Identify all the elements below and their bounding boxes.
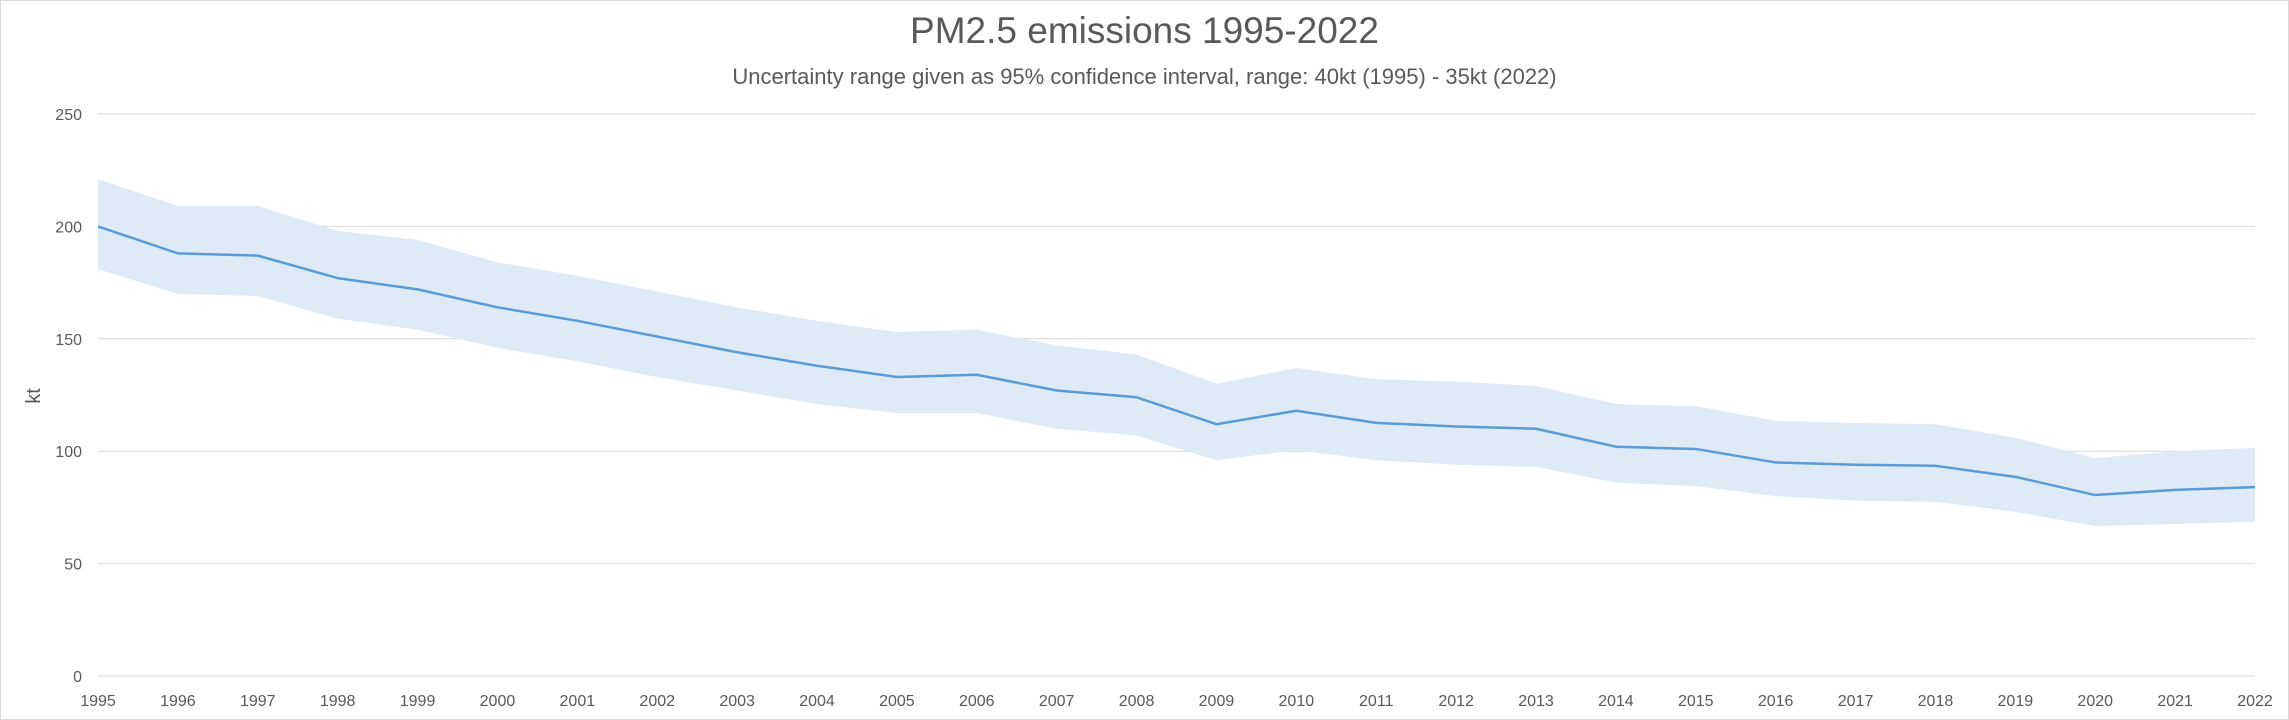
y-axis-label: kt — [23, 388, 45, 404]
x-tick-label-1997: 1997 — [240, 693, 276, 710]
y-tick-label-250: 250 — [55, 107, 82, 124]
x-tick-label-2021: 2021 — [2157, 693, 2193, 710]
x-tick-label-1999: 1999 — [400, 693, 436, 710]
x-tick-label-2005: 2005 — [879, 693, 915, 710]
x-tick-label-2001: 2001 — [560, 693, 596, 710]
y-tick-label-150: 150 — [55, 332, 82, 349]
chart-title: PM2.5 emissions 1995-2022 — [910, 10, 1379, 51]
x-tick-label-2003: 2003 — [719, 693, 755, 710]
x-tick-label-2013: 2013 — [1518, 693, 1554, 710]
x-tick-label-2000: 2000 — [480, 693, 516, 710]
chart-subtitle: Uncertainty range given as 95% confidenc… — [732, 64, 1557, 89]
x-tick-label-2008: 2008 — [1119, 693, 1155, 710]
x-tick-label-1998: 1998 — [320, 693, 356, 710]
x-tick-label-1995: 1995 — [80, 693, 116, 710]
series-lines — [97, 225, 2256, 497]
x-tick-label-2004: 2004 — [799, 693, 835, 710]
y-axis-ticks: 0 50 100 150 200 250 — [55, 107, 82, 686]
x-tick-label-2022: 2022 — [2237, 693, 2273, 710]
confidence-band — [98, 179, 2255, 527]
x-axis-ticks: 1995 1996 1997 1998 1999 2000 2001 2002 2003 2004… — [80, 693, 2273, 710]
x-tick-label-2006: 2006 — [959, 693, 995, 710]
confidence-band-area — [98, 179, 2255, 527]
y-tick-label-200: 200 — [55, 219, 82, 236]
x-tick-label-2014: 2014 — [1598, 693, 1634, 710]
x-tick-label-2020: 2020 — [2077, 693, 2113, 710]
x-tick-label-2015: 2015 — [1678, 693, 1714, 710]
x-tick-label-2018: 2018 — [1918, 693, 1954, 710]
x-tick-label-2017: 2017 — [1838, 693, 1874, 710]
x-tick-label-1996: 1996 — [160, 693, 196, 710]
x-tick-label-2012: 2012 — [1438, 693, 1474, 710]
y-tick-label-100: 100 — [55, 444, 82, 461]
x-tick-label-2011: 2011 — [1359, 693, 1394, 710]
x-tick-label-2010: 2010 — [1279, 693, 1315, 710]
x-tick-label-2007: 2007 — [1039, 693, 1075, 710]
x-tick-label-2019: 2019 — [1998, 693, 2034, 710]
x-tick-label-2016: 2016 — [1758, 693, 1794, 710]
x-tick-label-2009: 2009 — [1199, 693, 1235, 710]
emissions-line — [97, 225, 2256, 497]
y-tick-label-0: 0 — [73, 669, 82, 686]
x-tick-label-2002: 2002 — [639, 693, 675, 710]
y-tick-label-50: 50 — [64, 557, 82, 574]
